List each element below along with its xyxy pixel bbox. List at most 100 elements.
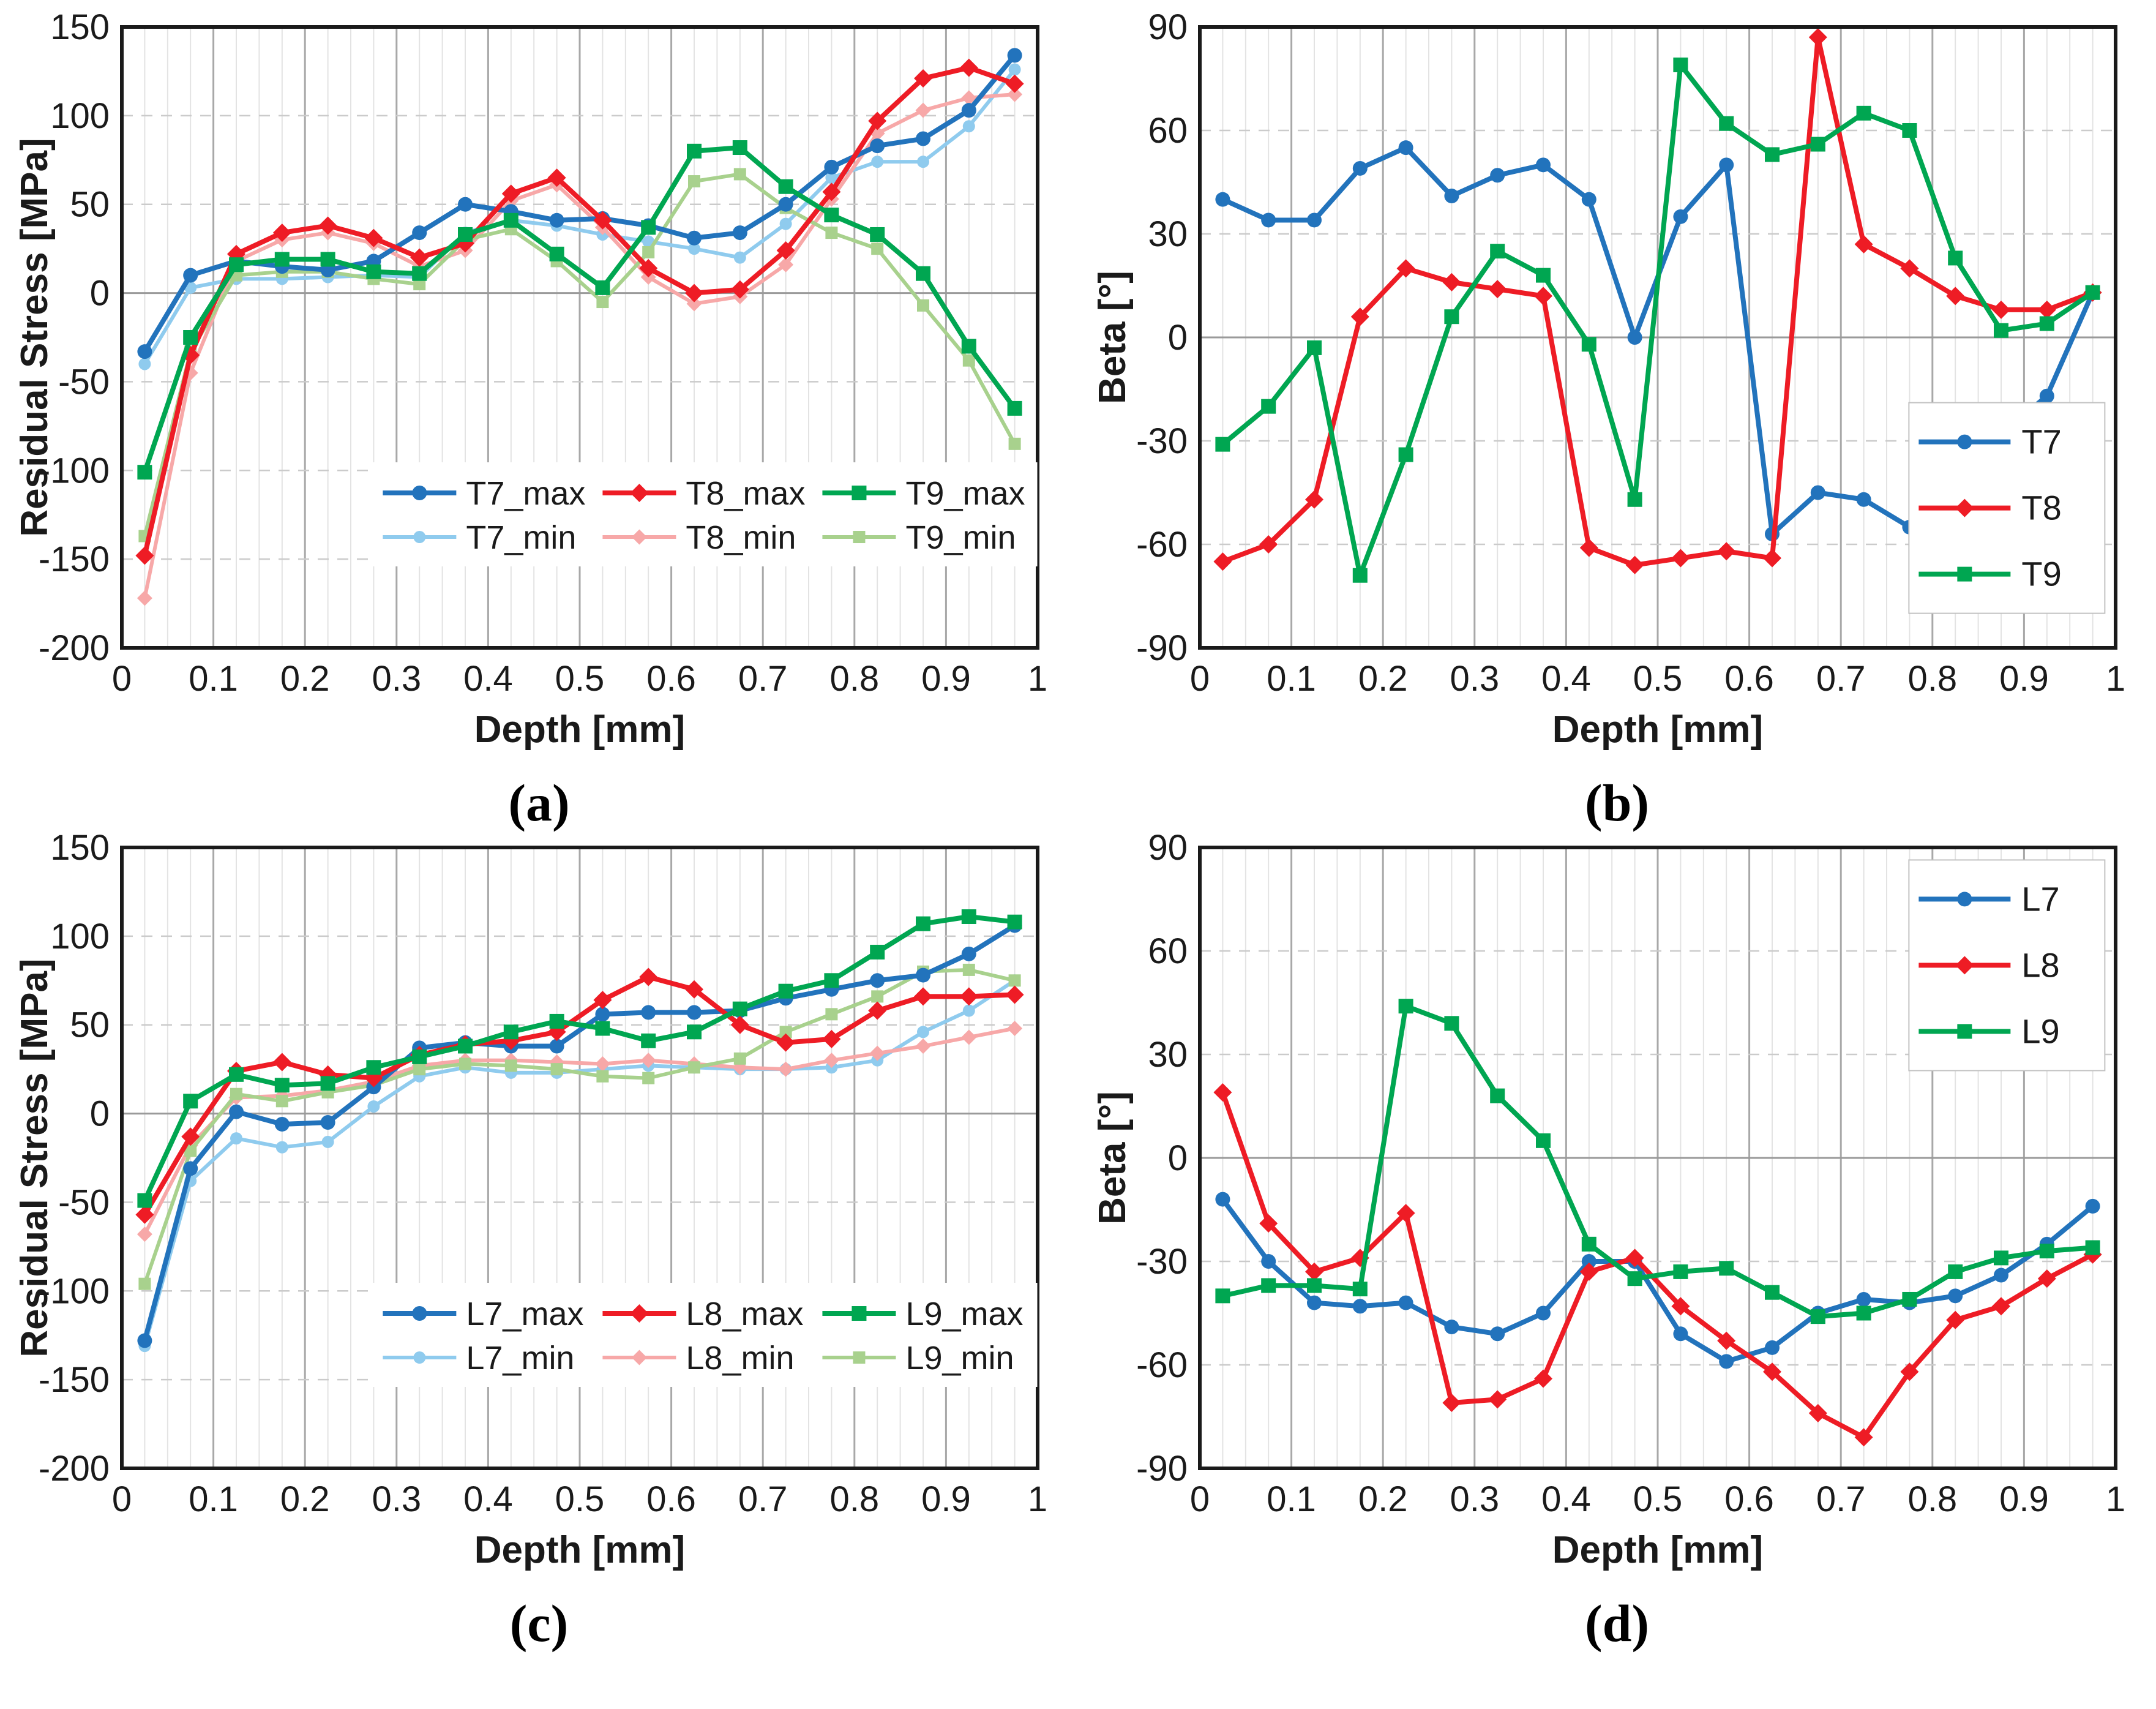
L7-marker [1398, 1295, 1413, 1310]
L8-marker [1671, 1297, 1690, 1316]
T8-marker [2037, 300, 2056, 319]
T9_min-marker [413, 278, 425, 291]
L9-marker [1535, 1133, 1551, 1148]
L9_max-marker [640, 1033, 656, 1048]
T7_max-marker [137, 344, 152, 359]
x-tick-label: 1 [2105, 659, 2125, 699]
legend-marker [411, 1306, 427, 1321]
L9-marker [1443, 1016, 1459, 1031]
y-tick-label: 60 [1148, 931, 1188, 971]
y-tick-label: -100 [38, 451, 109, 490]
L7_max-marker [915, 967, 930, 983]
T7-marker [1398, 140, 1413, 156]
y-tick-label: -200 [38, 628, 109, 668]
L9-marker [1947, 1264, 1963, 1279]
T9_max-marker [915, 266, 930, 281]
L9_min-line [143, 967, 1015, 1285]
legend-label: L7 [2021, 879, 2059, 918]
L7_max-line [142, 923, 1016, 1342]
x-tick-label: 0.1 [189, 659, 238, 699]
series-L7_max [137, 918, 1022, 1348]
T8_max-marker [959, 58, 978, 77]
L8_min-marker [1006, 1021, 1022, 1037]
L7_max-marker [137, 1333, 152, 1348]
L7-marker [1581, 1254, 1596, 1269]
x-tick-label: 0 [1189, 1479, 1209, 1519]
L7-line [1220, 1198, 2094, 1364]
L9_min-marker [230, 1087, 242, 1100]
T9_max-marker [457, 227, 473, 242]
legend-label: L9 [2021, 1012, 2059, 1050]
T9_max-marker [961, 339, 976, 354]
L9_min-marker [504, 1059, 517, 1072]
T7_max-marker [778, 197, 793, 212]
L9_max-marker [778, 983, 793, 999]
L9_max-line [142, 914, 1015, 1202]
L9_max-marker [823, 973, 839, 988]
legend-marker [1955, 498, 1974, 517]
L7_max-marker [594, 1007, 610, 1022]
L8_min-line [143, 1026, 1015, 1235]
T7_max-marker [961, 103, 976, 118]
L8-marker [1854, 1428, 1873, 1447]
x-tick-label: 0.9 [921, 659, 971, 699]
L8-marker [1991, 1297, 2010, 1316]
L9-marker [1764, 1285, 1780, 1300]
y-tick-label: 50 [70, 1005, 110, 1045]
x-tick-label: 0.3 [372, 1479, 421, 1519]
T7_max-marker [915, 131, 930, 146]
T8_min-marker [777, 257, 793, 272]
L8_max-marker [638, 967, 657, 986]
L8_max-marker [776, 1033, 795, 1052]
L8-marker [1579, 1262, 1598, 1281]
L8_max-marker [913, 987, 932, 1006]
T9-marker [2039, 316, 2054, 331]
L7-marker [1947, 1288, 1963, 1304]
L7_max-marker [320, 1115, 335, 1130]
L7-marker [1535, 1305, 1551, 1321]
y-tick-label: 0 [1167, 1138, 1187, 1178]
L8_max-marker [272, 1053, 291, 1072]
L8_min-marker [594, 1056, 610, 1072]
T9_min-marker [870, 242, 883, 255]
L7_max-marker [869, 973, 885, 988]
L9-marker [1856, 1305, 1871, 1321]
legend-label: L8_min [686, 1340, 794, 1377]
L9_min-marker [596, 1070, 608, 1083]
L7-marker [1993, 1268, 2008, 1283]
L8-marker [1488, 1390, 1507, 1409]
L9_min-marker [184, 1144, 197, 1157]
L8_max-line [142, 974, 1015, 1216]
x-tick-label: 0.8 [1907, 1479, 1957, 1519]
y-tick-label: 100 [50, 917, 110, 956]
L9_max-marker [869, 944, 885, 960]
legend-box [371, 1283, 1037, 1388]
caption-d: (d) [1584, 1594, 1650, 1653]
T8-marker [1533, 287, 1552, 306]
series [1213, 999, 2102, 1447]
T7_min-line [143, 68, 1016, 366]
T7-marker [1810, 485, 1825, 500]
T9-marker [1764, 147, 1780, 162]
y-tick-label: -60 [1136, 1345, 1188, 1385]
legend-item-T9: T9 [1918, 555, 2061, 593]
x-tick-label: 0.5 [555, 659, 604, 699]
L8-marker [1625, 1249, 1644, 1268]
L9_min-marker [138, 1277, 151, 1290]
legend-item-L8_min: L8_min [602, 1340, 794, 1377]
L9-marker [2085, 1240, 2100, 1255]
L8_max-marker [1005, 985, 1024, 1004]
L7_min-marker [962, 1004, 975, 1017]
y-axis-title: Residual Stress [MPa] [13, 138, 56, 536]
x-tick-label: 0.6 [646, 1479, 696, 1519]
legend-item-T9_min: T9_min [822, 519, 1016, 556]
L9-marker [1215, 1288, 1230, 1304]
L8_min-marker [548, 1054, 564, 1070]
L9_min-marker [1008, 974, 1021, 987]
T9_max-marker [823, 208, 839, 223]
caption-c: (c) [509, 1594, 569, 1653]
T7-marker [1489, 168, 1505, 183]
L7-marker [1443, 1320, 1459, 1335]
L9-marker [1489, 1088, 1505, 1103]
